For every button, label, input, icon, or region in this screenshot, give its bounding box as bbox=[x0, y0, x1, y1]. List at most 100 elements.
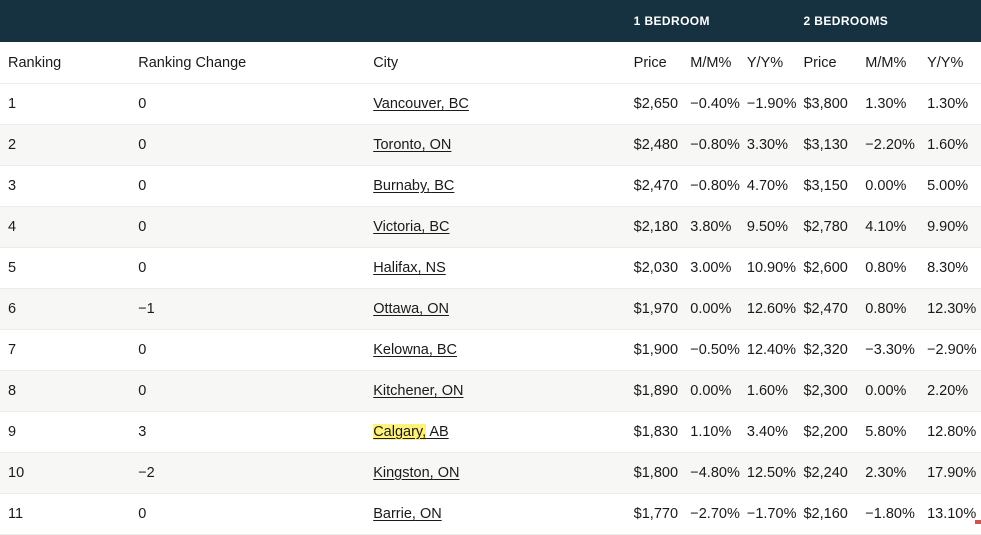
city-name: Toronto, bbox=[373, 137, 426, 153]
city-name: Burnaby, bbox=[373, 178, 431, 194]
column-header-ranking-change[interactable]: Ranking Change bbox=[130, 42, 366, 84]
column-header-yy-2br[interactable]: Y/Y% bbox=[919, 42, 981, 84]
table-row: 4 0 Victoria, BC $2,180 3.80% 9.50% $2,780 4.10… bbox=[0, 206, 981, 248]
cell-mm-1br: 0.00% bbox=[682, 370, 739, 412]
group-header-1-bedroom-label: 1 BEDROOM bbox=[633, 14, 710, 28]
city-name: Halifax, bbox=[373, 260, 422, 276]
city-region: ON bbox=[425, 137, 452, 153]
cell-yy-1br: 9.50% bbox=[738, 206, 796, 248]
cell-price-1br: $2,470 bbox=[625, 165, 683, 207]
cell-ranking: 10 bbox=[0, 452, 131, 494]
column-header-price-1br[interactable]: Price bbox=[625, 42, 683, 84]
cell-ranking-change: 0 bbox=[130, 206, 366, 248]
column-header-ranking[interactable]: Ranking bbox=[0, 42, 131, 84]
city-region: BC bbox=[444, 96, 469, 112]
city-name: Vancouver, bbox=[373, 96, 445, 112]
table-row: 1 0 Vancouver, BC $2,650 −0.40% −1.90% $3,800 1… bbox=[0, 83, 981, 125]
cell-yy-2br: 13.10% bbox=[919, 493, 981, 535]
table-row: 7 0 Kelowna, BC $1,900 −0.50% 12.40% $2,320 −3.… bbox=[0, 329, 981, 371]
cell-mm-1br: −2.70% bbox=[682, 493, 740, 535]
cell-city: Kelowna, BC bbox=[365, 329, 626, 371]
cell-yy-1br: −1.70% bbox=[738, 493, 796, 535]
cell-yy-1br: 4.70% bbox=[738, 165, 796, 207]
cell-mm-1br: 3.80% bbox=[682, 206, 739, 248]
cell-mm-1br: 0.00% bbox=[682, 288, 739, 330]
city-name: Ottawa, bbox=[373, 301, 424, 317]
cell-yy-1br: 3.30% bbox=[738, 124, 796, 166]
cell-price-1br: $1,890 bbox=[625, 370, 683, 412]
cell-price-2br: $2,160 bbox=[795, 493, 858, 535]
cell-city: Halifax, NS bbox=[365, 247, 626, 289]
city-link[interactable]: Toronto, ON bbox=[373, 137, 451, 153]
column-header-mm-2br[interactable]: M/M% bbox=[857, 42, 920, 84]
cell-ranking: 8 bbox=[0, 370, 131, 412]
city-link[interactable]: Calgary, AB bbox=[373, 424, 449, 440]
city-name: Barrie, bbox=[373, 506, 416, 522]
city-link[interactable]: Victoria, BC bbox=[373, 219, 449, 235]
table-body: 1 0 Vancouver, BC $2,650 −0.40% −1.90% $3,800 1… bbox=[0, 83, 981, 535]
cell-city: Toronto, ON bbox=[365, 124, 626, 166]
column-header-mm-1br[interactable]: M/M% bbox=[682, 42, 739, 84]
cell-price-2br: $2,600 bbox=[795, 247, 858, 289]
cell-yy-1br: 12.50% bbox=[738, 452, 796, 494]
cell-price-2br: $2,320 bbox=[795, 329, 858, 371]
city-region: BC bbox=[432, 342, 458, 358]
city-link[interactable]: Ottawa, ON bbox=[373, 301, 449, 317]
city-link[interactable]: Barrie, ON bbox=[373, 506, 442, 522]
column-header-yy-1br[interactable]: Y/Y% bbox=[738, 42, 796, 84]
cell-ranking: 5 bbox=[0, 247, 131, 289]
cell-mm-2br: 0.00% bbox=[857, 370, 920, 412]
cell-mm-1br: −4.80% bbox=[682, 452, 740, 494]
city-link[interactable]: Kingston, ON bbox=[373, 465, 459, 481]
city-link[interactable]: Kelowna, BC bbox=[373, 342, 457, 358]
cell-city: Kingston, ON bbox=[365, 452, 626, 494]
cell-mm-2br: 0.80% bbox=[857, 288, 920, 330]
cell-mm-2br: 0.00% bbox=[857, 165, 920, 207]
cell-price-2br: $2,470 bbox=[795, 288, 858, 330]
cell-yy-2br: 12.30% bbox=[919, 288, 981, 330]
cell-price-1br: $1,770 bbox=[625, 493, 683, 535]
cell-price-1br: $1,800 bbox=[625, 452, 683, 494]
group-header-1-bedroom: 1 BEDROOM bbox=[625, 0, 796, 42]
cell-yy-1br: 12.40% bbox=[738, 329, 796, 371]
city-link[interactable]: Vancouver, BC bbox=[373, 96, 469, 112]
group-header-2-bedrooms: 2 BEDROOMS bbox=[795, 0, 981, 42]
cell-ranking: 4 bbox=[0, 206, 131, 248]
city-region: ON bbox=[415, 506, 442, 522]
group-header-2-bedrooms-label: 2 BEDROOMS bbox=[803, 14, 889, 28]
cell-mm-1br: −0.40% bbox=[682, 83, 740, 125]
city-name: Kelowna, bbox=[373, 342, 433, 358]
cell-city: Vancouver, BC bbox=[365, 83, 626, 125]
city-link[interactable]: Burnaby, BC bbox=[373, 178, 454, 194]
cell-price-1br: $1,830 bbox=[625, 411, 683, 453]
cell-price-1br: $2,180 bbox=[625, 206, 683, 248]
city-name: Calgary, bbox=[373, 424, 427, 440]
city-link[interactable]: Kitchener, ON bbox=[373, 383, 463, 399]
cell-mm-2br: 2.30% bbox=[857, 452, 920, 494]
cell-yy-1br: 1.60% bbox=[738, 370, 796, 412]
table-row: 6 −1 Ottawa, ON $1,970 0.00% 12.60% $2,470 0.80… bbox=[0, 288, 981, 330]
cell-mm-2br: 4.10% bbox=[857, 206, 920, 248]
column-header-city[interactable]: City bbox=[365, 42, 626, 84]
table-row: 11 0 Barrie, ON $1,770 −2.70% −1.70% $2,160 −1.… bbox=[0, 493, 981, 535]
city-name: Victoria, bbox=[373, 219, 426, 235]
city-link[interactable]: Halifax, NS bbox=[373, 260, 446, 276]
table-row: 3 0 Burnaby, BC $2,470 −0.80% 4.70% $3,150 0.00… bbox=[0, 165, 981, 207]
cell-mm-2br: 1.30% bbox=[857, 83, 920, 125]
cell-yy-2br: 2.20% bbox=[919, 370, 981, 412]
table-row: 8 0 Kitchener, ON $1,890 0.00% 1.60% $2,300 0.0… bbox=[0, 370, 981, 412]
city-region: ON bbox=[433, 465, 460, 481]
cell-ranking-change: 0 bbox=[130, 124, 366, 166]
city-region: ON bbox=[437, 383, 464, 399]
cell-ranking: 9 bbox=[0, 411, 131, 453]
cell-mm-2br: 0.80% bbox=[857, 247, 920, 289]
column-header-price-2br[interactable]: Price bbox=[795, 42, 858, 84]
cell-price-2br: $2,200 bbox=[795, 411, 858, 453]
cell-yy-2br: 8.30% bbox=[919, 247, 981, 289]
cell-yy-2br: 1.60% bbox=[919, 124, 981, 166]
city-region: BC bbox=[430, 178, 455, 194]
cell-ranking-change: 0 bbox=[130, 83, 366, 125]
group-spacer-ranking bbox=[0, 0, 131, 42]
cell-ranking: 2 bbox=[0, 124, 131, 166]
